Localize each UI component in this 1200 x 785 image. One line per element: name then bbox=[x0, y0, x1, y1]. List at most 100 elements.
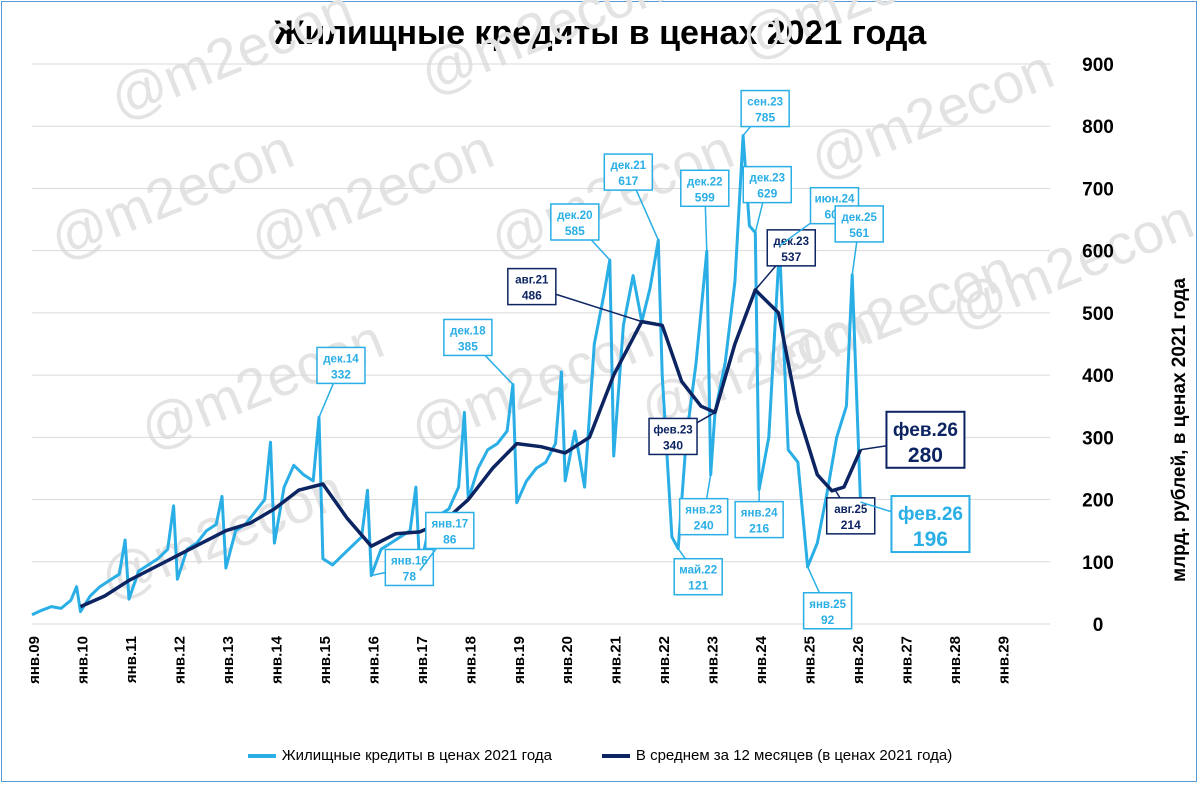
watermark-text: @m2econ bbox=[731, 0, 992, 71]
callout-label: сен.23 bbox=[747, 97, 783, 109]
callout-value: 561 bbox=[849, 226, 869, 240]
x-tick-label: янв.10 bbox=[74, 636, 91, 684]
callout-average: авг.25 214 bbox=[825, 490, 876, 535]
legend-item-monthly: Жилищные кредиты в ценах 2021 года bbox=[247, 747, 552, 764]
legend: Жилищные кредиты в ценах 2021 года В сре… bbox=[0, 747, 1200, 764]
callout-value: 599 bbox=[695, 190, 715, 204]
x-tick-label: янв.26 bbox=[850, 636, 867, 684]
callout-box bbox=[603, 153, 654, 191]
y-tick-label: 300 bbox=[1082, 428, 1114, 449]
callout-box bbox=[825, 497, 876, 535]
callout-average: фев.26 280 bbox=[860, 410, 966, 469]
callout-box bbox=[648, 417, 698, 456]
callout-label: фев.23 bbox=[653, 424, 692, 436]
callout-average: фев.23 340 bbox=[648, 411, 716, 456]
x-tick-label: янв.09 bbox=[26, 636, 43, 684]
x-tick-label: янв.12 bbox=[171, 636, 188, 684]
callout-average: авг.21 486 bbox=[507, 267, 643, 323]
callout-box bbox=[673, 557, 723, 596]
callout-box bbox=[678, 497, 729, 536]
x-tick-label: янв.16 bbox=[365, 636, 382, 684]
watermark-text: @m2econ bbox=[411, 0, 672, 106]
callout-box bbox=[834, 205, 884, 243]
callout-value: 92 bbox=[821, 613, 835, 627]
callout-monthly: янв.23 240 bbox=[678, 474, 729, 536]
callout-label: авг.21 bbox=[515, 275, 549, 287]
x-tick-label: янв.13 bbox=[220, 636, 237, 684]
x-tick-label: янв.17 bbox=[414, 636, 431, 684]
callout-label: фев.26 bbox=[893, 420, 958, 441]
callout-average: дек.23 537 bbox=[754, 229, 817, 291]
callout-box bbox=[885, 410, 966, 469]
watermark-text: @m2econ bbox=[801, 37, 1062, 191]
callout-label: фев.26 bbox=[898, 504, 963, 525]
callout-monthly: дек.22 599 bbox=[680, 169, 730, 252]
x-tick-label: янв.11 bbox=[123, 636, 140, 683]
callout-label: янв.25 bbox=[809, 599, 846, 611]
callout-label: дек.23 bbox=[750, 173, 785, 185]
callout-box bbox=[890, 495, 971, 554]
watermark-text: @m2econ bbox=[101, 0, 362, 131]
y-tick-label: 100 bbox=[1082, 553, 1114, 574]
callout-monthly: май.22 121 bbox=[673, 548, 723, 596]
x-tick-label: янв.19 bbox=[511, 636, 528, 684]
y-tick-label: 700 bbox=[1082, 179, 1114, 200]
x-tick-label: янв.29 bbox=[996, 636, 1013, 684]
y-tick-label: 800 bbox=[1082, 117, 1114, 138]
x-tick-label: янв.24 bbox=[753, 635, 770, 684]
watermarks: @m2econ @m2econ@m2econ@m2econ@m2econ@m2ec… bbox=[41, 0, 1200, 611]
chart-title: Жилищные кредиты в ценах 2021 года bbox=[273, 14, 927, 52]
callout-box bbox=[680, 169, 730, 208]
x-tick-label: янв.27 bbox=[899, 636, 916, 684]
callout-monthly: янв.25 92 bbox=[802, 566, 853, 630]
x-tick-label: янв.25 bbox=[802, 636, 819, 684]
callout-value: 585 bbox=[565, 224, 585, 238]
callout-value: 537 bbox=[781, 250, 801, 264]
callout-value: 332 bbox=[331, 367, 351, 381]
x-tick-label: янв.21 bbox=[608, 636, 625, 684]
callout-box bbox=[384, 548, 435, 587]
callout-value: 486 bbox=[522, 289, 542, 303]
callout-monthly: янв.24 216 bbox=[734, 489, 784, 539]
callout-value: 78 bbox=[403, 569, 417, 583]
x-tick-label: янв.23 bbox=[705, 636, 722, 684]
callout-box bbox=[766, 229, 817, 267]
callout-value: 240 bbox=[694, 519, 714, 533]
callout-box bbox=[734, 500, 784, 539]
gridlines bbox=[32, 63, 1050, 625]
callout-label: янв.23 bbox=[685, 505, 722, 517]
callouts: дек.14 332 янв.16 78 янв.17 86 дек.18 385 дек.20… bbox=[316, 89, 971, 630]
x-tick-label: янв.28 bbox=[947, 636, 964, 684]
x-tick-label: янв.18 bbox=[462, 636, 479, 684]
callout-value: 121 bbox=[688, 579, 708, 593]
callout-label: дек.22 bbox=[687, 176, 722, 188]
callout-label: авг.25 bbox=[834, 504, 868, 516]
callout-value: 280 bbox=[908, 444, 943, 467]
legend-swatch-average bbox=[601, 753, 630, 758]
callout-label: янв.24 bbox=[741, 508, 778, 520]
callout-label: дек.14 bbox=[323, 353, 359, 365]
callout-monthly: дек.23 629 bbox=[742, 165, 793, 233]
callout-value: 340 bbox=[663, 438, 683, 452]
legend-label-monthly: Жилищные кредиты в ценах 2021 года bbox=[281, 747, 552, 764]
callout-box bbox=[802, 592, 853, 630]
callout-value: 785 bbox=[755, 111, 775, 125]
callout-monthly: янв.17 86 bbox=[419, 511, 475, 571]
callout-monthly: дек.14 332 bbox=[316, 346, 366, 418]
callout-label: дек.21 bbox=[611, 160, 647, 172]
callout-box bbox=[550, 203, 600, 241]
y-tick-label: 900 bbox=[1082, 55, 1114, 76]
callout-value: 214 bbox=[841, 518, 861, 532]
callout-label: дек.25 bbox=[841, 212, 877, 224]
x-tick-label: янв.14 bbox=[268, 635, 285, 684]
callout-box bbox=[425, 511, 475, 550]
y-tick-labels: 0 100 200 300 400 500 600 700 800 900 bbox=[1082, 55, 1114, 636]
x-tick-label: янв.22 bbox=[656, 636, 673, 684]
callout-monthly: фев.26 196 bbox=[860, 495, 971, 554]
callout-label: дек.20 bbox=[557, 210, 592, 222]
callout-label: янв.17 bbox=[431, 518, 468, 530]
callout-value: 86 bbox=[443, 532, 457, 546]
callout-box bbox=[507, 267, 557, 306]
